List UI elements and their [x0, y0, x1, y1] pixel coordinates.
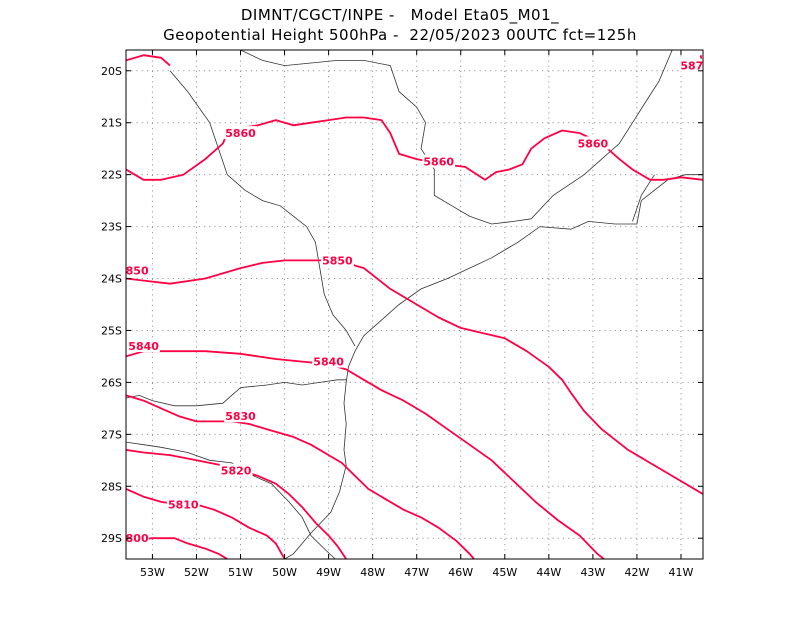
y-tick-label: 27S: [101, 428, 122, 441]
contour-label-5860: 5860: [423, 156, 454, 169]
x-tick-label: 51W: [228, 566, 253, 579]
chart-title-line1: DIMNT/CGCT/INPE - Model Eta05_M01_: [240, 6, 560, 24]
contour-line-5830: [126, 394, 475, 559]
state-border: [126, 379, 347, 407]
contour-label-bg: [126, 531, 149, 545]
x-tick-label: 53W: [140, 566, 165, 579]
contour-label-bg: [224, 409, 257, 423]
x-tick-label: 48W: [360, 566, 385, 579]
contour-label-bg: [321, 253, 354, 267]
state-border: [530, 50, 673, 220]
x-tick-label: 44W: [536, 566, 561, 579]
contour-label-5860: 5860: [225, 127, 256, 140]
contour-label-5850: 5850: [118, 265, 149, 278]
y-tick-label: 24S: [101, 273, 122, 286]
contour-label-5840: 5840: [128, 340, 159, 353]
contour-label-5800: 5800: [118, 532, 149, 545]
grid-layer: [126, 50, 703, 559]
axis-tick-layer: 53W 52W 51W 50W 49W 48W 47W 46W 45W 44W 43W 42W 41W 2…: [101, 50, 703, 579]
contour-label-bg: [312, 354, 346, 368]
contour-line-5820: [126, 449, 347, 559]
contour-line-5800: [126, 537, 228, 559]
state-border: [632, 174, 655, 222]
plot-frame: [125, 49, 704, 560]
contour-label-5840: 5840: [313, 356, 344, 369]
contour-line-5870: [126, 54, 171, 67]
contour-label-bg: [224, 126, 257, 140]
coastline-layer: [126, 50, 703, 559]
contour-label-layer: 5870 5860 5860 5860 5850 5850 5840 5840 5830 5820…: [118, 58, 711, 545]
x-tick-label: 52W: [184, 566, 209, 579]
coastline: [284, 174, 703, 559]
contour-label-bg: [219, 463, 253, 477]
y-tick-label: 26S: [101, 376, 122, 389]
y-tick-label: 22S: [101, 169, 122, 182]
contour-line-5860: [126, 116, 703, 181]
x-tick-label: 46W: [448, 566, 473, 579]
x-tick-label: 50W: [272, 566, 297, 579]
contour-line-5840: [126, 350, 605, 559]
y-tick-label: 25S: [101, 324, 122, 337]
y-tick-label: 28S: [101, 480, 122, 493]
contour-label-5860: 5860: [578, 137, 609, 150]
x-tick-label: 42W: [624, 566, 649, 579]
x-tick-label: 41W: [669, 566, 694, 579]
state-border: [169, 70, 356, 347]
y-tick-label: 21S: [101, 117, 122, 130]
chart-title-line2: Geopotential Height 500hPa - 22/05/2023 …: [163, 26, 637, 44]
x-tick-label: 47W: [404, 566, 429, 579]
x-tick-label: 45W: [492, 566, 517, 579]
state-border: [126, 441, 336, 559]
contour-label-5850: 5850: [322, 254, 353, 267]
contour-label-bg: [166, 497, 200, 511]
state-border: [240, 50, 532, 225]
contour-label-bg: [127, 339, 161, 353]
y-tick-label: 23S: [101, 221, 122, 234]
x-tick-label: 49W: [316, 566, 341, 579]
contour-label-bg: [576, 136, 610, 150]
contour-line-5850: [126, 259, 703, 495]
contour-line-5810: [126, 488, 286, 559]
contour-label-bg: [680, 58, 703, 72]
contour-label-5870: 5870: [680, 60, 711, 73]
y-tick-label: 29S: [101, 532, 122, 545]
contour-label-5810: 5810: [168, 498, 199, 511]
contour-label-bg: [126, 263, 149, 277]
contour-label-5820: 5820: [221, 465, 252, 478]
y-tick-label: 20S: [101, 65, 122, 78]
contour-label-5830: 5830: [225, 410, 256, 423]
x-tick-label: 43W: [580, 566, 605, 579]
contour-label-bg: [422, 154, 456, 168]
